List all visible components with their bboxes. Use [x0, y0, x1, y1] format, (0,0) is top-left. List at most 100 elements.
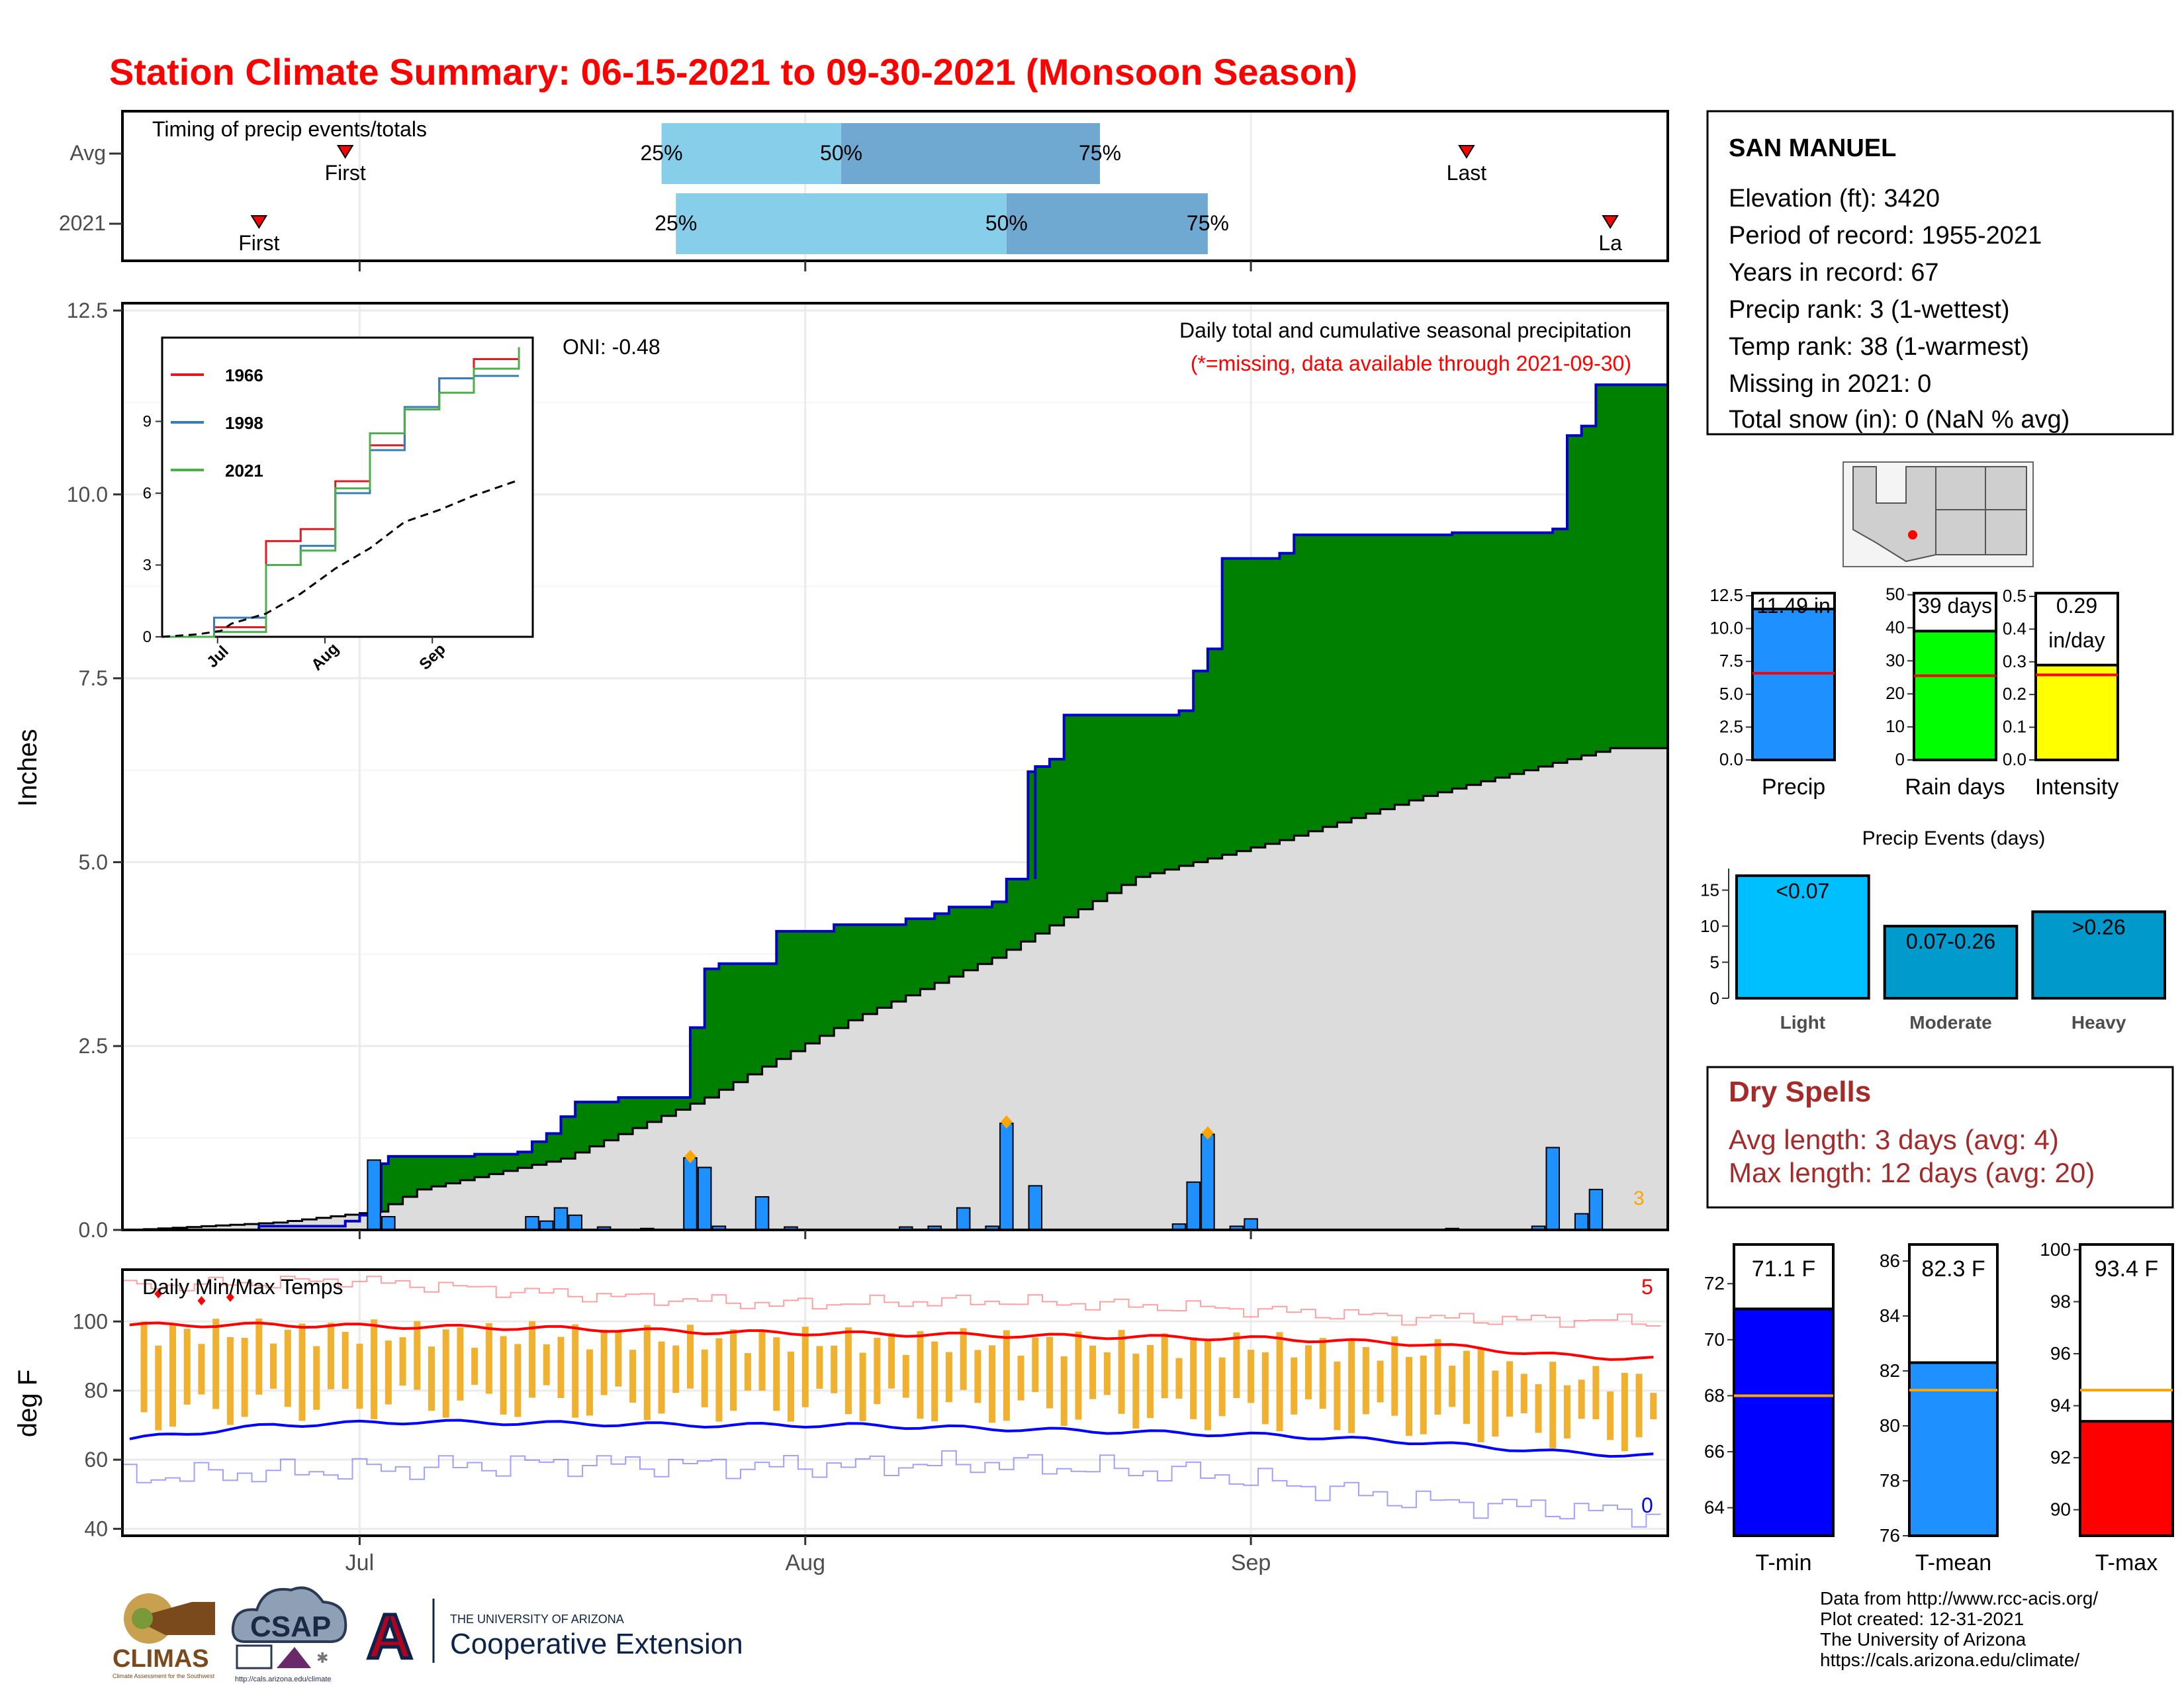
- daily-precip-bar: [1201, 1133, 1215, 1231]
- daily-temp-range-bar: [284, 1329, 291, 1407]
- daily-temp-range-bar: [341, 1332, 349, 1389]
- daily-temp-range-bar: [1190, 1337, 1197, 1419]
- daily-temp-range-bar: [1291, 1357, 1298, 1415]
- daily-temp-range-bar: [1563, 1385, 1570, 1438]
- daily-temp-range-bar: [1420, 1355, 1427, 1434]
- inset-y-tick-label: 9: [143, 413, 152, 431]
- daily-temp-range-bar: [1233, 1332, 1240, 1398]
- daily-temp-range-bar: [1161, 1333, 1168, 1399]
- daily-temp-range-bar: [945, 1352, 952, 1403]
- summary-y-tick-label: 50: [1886, 584, 1905, 604]
- first-event-label: First: [325, 161, 366, 185]
- summary-y-tick-label: 12.5: [1709, 585, 1743, 605]
- inset-average-line: [161, 479, 520, 638]
- ua-logo-background: [363, 1599, 417, 1665]
- daily-temp-range-bar: [672, 1345, 680, 1393]
- daily-temp-range-bar: [514, 1344, 522, 1417]
- summary-bar-label: Precip: [1762, 774, 1825, 800]
- temp-bar-value-label: 82.3 F: [1921, 1256, 1985, 1282]
- daily-temp-range-bar: [615, 1332, 622, 1387]
- daily-temp-range-bar: [744, 1353, 751, 1391]
- daily-temp-range-bar: [1463, 1350, 1470, 1425]
- temp-bar-y-tick-label: 78: [1880, 1470, 1900, 1491]
- first-event-marker: [250, 215, 268, 229]
- daily-temp-range-bar: [529, 1321, 536, 1398]
- daily-precip-bar: [1545, 1147, 1561, 1231]
- csap-cloud: [231, 1586, 347, 1644]
- average-tmin-line: [129, 1419, 1654, 1458]
- summary-y-tick-label: 0.4: [2003, 618, 2026, 638]
- daily-temp-range-bar: [500, 1336, 507, 1415]
- precip-events-chart: Precip Events (days) 0 5 10 15 <0.07 Light 0.0…: [1700, 827, 2166, 1033]
- temp-bar-label: T-max: [2095, 1550, 2158, 1575]
- credit-line: Data from http://www.rcc-acis.org/: [1820, 1588, 2098, 1609]
- csap-logo-text: CSAP: [250, 1611, 331, 1643]
- daily-precip-bar: [754, 1196, 770, 1231]
- timing-bar-50-75: [1006, 193, 1208, 254]
- daily-temp-range-bar: [1218, 1357, 1226, 1417]
- temp-bar-label: T-mean: [1915, 1550, 1991, 1575]
- precip-ylabel: Inches: [13, 729, 42, 807]
- precip-header-line1: Daily total and cumulative seasonal prec…: [1179, 318, 1631, 342]
- timing-pct-label: 25%: [641, 141, 683, 165]
- precip-header-line2: (*=missing, data available through 2021-…: [1191, 352, 1631, 375]
- summary-y-tick-label: 0.2: [2003, 684, 2026, 704]
- inset-series-2021: [162, 347, 520, 638]
- inset-frame: [161, 336, 534, 638]
- event-bar-value-label: <0.07: [1776, 879, 1829, 903]
- precip-y-tick-label: 10.0: [67, 483, 108, 506]
- daily-temp-range-bar: [298, 1323, 306, 1421]
- daily-precip-bar: [683, 1157, 698, 1231]
- dry-spells-box: Dry Spells Avg length: 3 days (avg: 4) M…: [1706, 1066, 2174, 1209]
- events-y-tick-label: 0: [1710, 988, 1719, 1008]
- summary-value-label: 11.49 in: [1756, 594, 1831, 618]
- record-high-line: [122, 1276, 1661, 1328]
- daily-temp-range-bar: [658, 1341, 665, 1414]
- daily-precip-bar: [956, 1207, 971, 1231]
- temp-bar-y-tick-label: 64: [1704, 1497, 1725, 1518]
- daily-temp-range-bar: [831, 1345, 838, 1393]
- timing-pct-label: 50%: [820, 141, 862, 165]
- precip-series: [129, 383, 1668, 1231]
- daily-temp-range-bar: [572, 1324, 579, 1418]
- ua-logo-line1: THE UNIVERSITY OF ARIZONA: [450, 1613, 624, 1626]
- summary-y-tick-label: 30: [1886, 650, 1905, 670]
- temp-bar-y-tick-label: 96: [2050, 1343, 2071, 1364]
- daily-temp-range-bar: [255, 1318, 263, 1395]
- daily-temp-range-bar: [385, 1340, 392, 1405]
- heavy-event-marker: [684, 1150, 696, 1164]
- temp-bar-y-tick-label: 90: [2050, 1499, 2071, 1520]
- daily-temp-range-bar: [1362, 1347, 1369, 1415]
- inset-y-tick-label: 3: [143, 557, 152, 575]
- event-bar-light: [1735, 874, 1870, 1000]
- daily-precip-bar: [367, 1159, 381, 1231]
- timing-row-avg: Avg: [69, 141, 106, 165]
- daily-temp-range-bar: [1334, 1361, 1341, 1430]
- daily-temp-range-bar: [140, 1321, 148, 1413]
- summary-bar-precip: [1751, 608, 1836, 762]
- csap-mountain: [277, 1647, 311, 1668]
- timing-pct-label: 75%: [1187, 211, 1229, 235]
- daily-temp-range-bar: [313, 1346, 320, 1410]
- inset-y-tick-label: 0: [143, 628, 152, 646]
- daily-temp-range-bar: [183, 1329, 191, 1405]
- daily-temp-range-bar: [485, 1323, 492, 1394]
- timing-bars: 25% 50% 75% First Last 25% 50% 75% First La: [238, 123, 1622, 255]
- ua-logo-line2: Cooperative Extension: [450, 1628, 743, 1660]
- daily-temp-range-bar: [788, 1351, 795, 1422]
- temp-bar-y-tick-label: 94: [2050, 1395, 2071, 1416]
- summary-y-tick-label: 0.3: [2003, 651, 2026, 671]
- daily-temp-range-bar: [226, 1336, 234, 1425]
- station-frame: [1706, 110, 2174, 436]
- daily-temp-range-bar: [1607, 1391, 1614, 1440]
- daily-temp-range-bar: [1506, 1361, 1514, 1417]
- station-location-marker: [1908, 530, 1917, 539]
- daily-temp-range-bar: [1650, 1393, 1657, 1420]
- temp-bar-t-max: [2079, 1420, 2174, 1537]
- summary-bars: 0.0 2.5 5.0 7.5 10.0 12.5 11.49 in Precip 0 10 20 3…: [1709, 584, 2119, 800]
- heavy-event-marker: [1000, 1115, 1013, 1129]
- last-event-marker: [1602, 215, 1619, 229]
- csap-bars: [236, 1644, 273, 1669]
- temp-bar-t-min: [1733, 1307, 1835, 1538]
